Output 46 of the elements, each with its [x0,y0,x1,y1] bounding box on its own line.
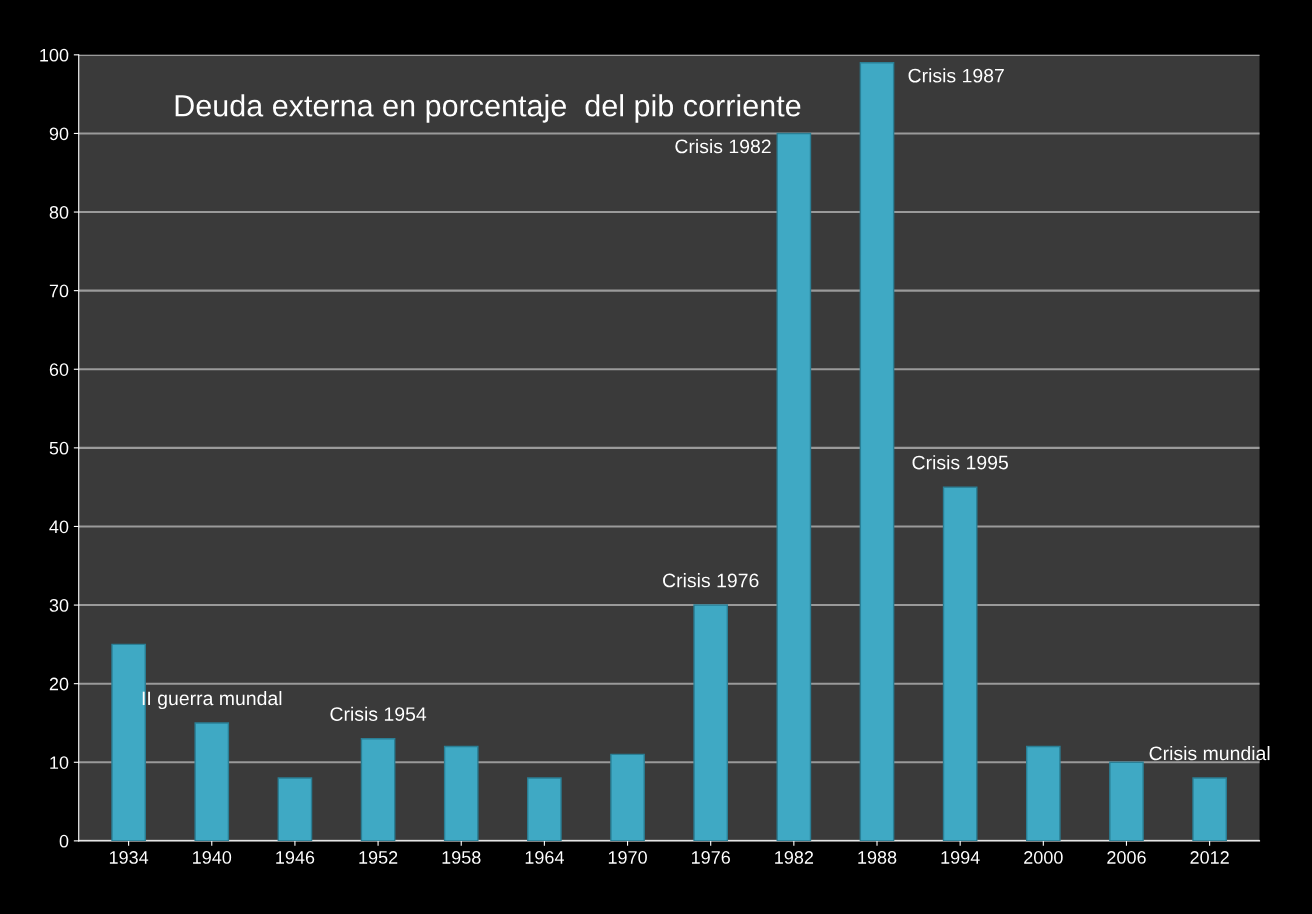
bar [859,62,895,841]
x-tick-label: 2006 [1107,851,1146,864]
x-tick-label: 2000 [1024,851,1063,864]
bar [277,777,313,841]
bar [776,132,812,841]
bar [527,777,562,841]
y-tick-label: 80 [49,205,69,219]
y-tick-label: 10 [50,756,69,769]
bar [194,722,230,841]
x-tick-label: 1976 [691,851,730,864]
y-tick-label: 90 [49,127,69,141]
annotation: Crisis 1987 [908,68,1004,83]
y-tick-label: 70 [49,284,69,298]
annotation: II guerra mundal [142,690,282,710]
y-tick-label: 100 [40,48,69,62]
y-tick-label: 0 [59,834,69,848]
bar [1025,745,1061,841]
bar [693,604,729,841]
x-tick-label: 1994 [941,851,980,864]
annotation: Crisis 1954 [330,706,427,721]
annotation: Crisis mundial [1149,745,1270,761]
x-tick-label: 1988 [858,851,897,864]
x-tick-label: 1946 [276,851,315,864]
x-tick-label: 2012 [1190,851,1229,864]
y-tick-label: 40 [49,520,69,534]
x-tick-label: 1970 [608,851,647,864]
x-tick-label: 1958 [442,851,481,864]
y-tick-label: 60 [49,363,69,376]
x-tick-label: 1940 [193,851,232,864]
bar [942,486,978,841]
bar [610,753,645,841]
y-tick-label: 30 [49,599,69,612]
x-tick-label: 1982 [775,851,814,864]
bar [443,745,479,841]
text: Deuda externa en porcentaje del pib corriente [175,94,801,123]
annotation: Crisis 1976 [663,573,759,588]
bar [1109,761,1144,841]
bar [1192,777,1227,841]
x-tick-label: 1934 [109,851,149,864]
annotation: Crisis 1995 [912,455,1008,470]
y-tick-label: 50 [49,441,69,455]
annotation: Crisis 1982 [675,139,771,154]
x-tick-label: 1952 [359,851,398,864]
x-tick-label: 1964 [525,851,564,864]
y-tick-label: 20 [49,677,69,691]
bar [360,737,396,841]
